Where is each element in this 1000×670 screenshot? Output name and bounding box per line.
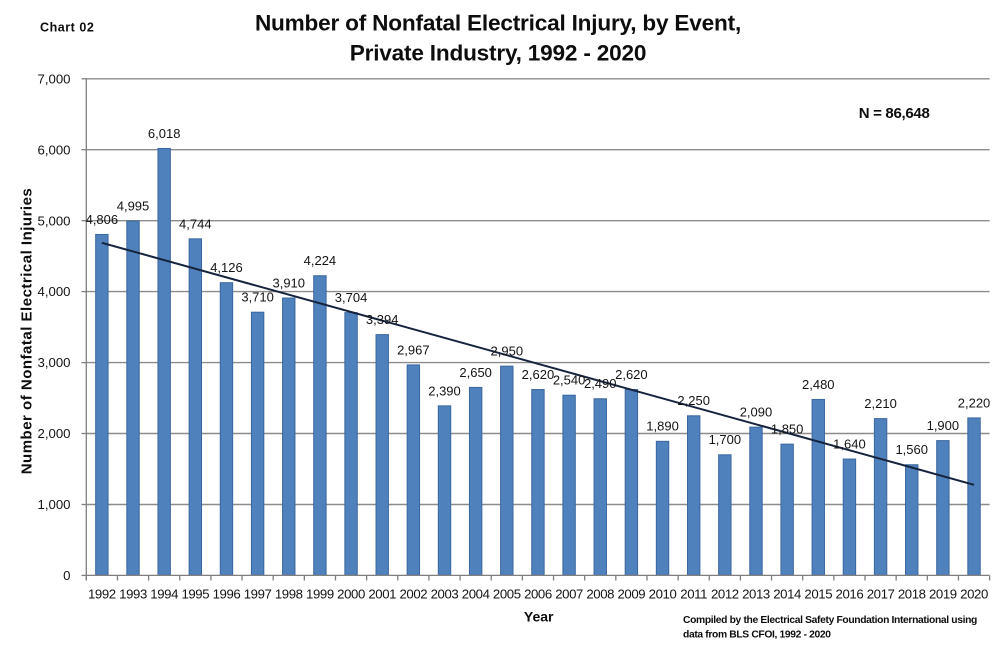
svg-text:6,000: 6,000 [37, 142, 70, 157]
svg-text:2011: 2011 [680, 587, 707, 602]
svg-text:3,910: 3,910 [272, 275, 305, 290]
svg-text:2000: 2000 [337, 587, 365, 602]
svg-text:1999: 1999 [306, 587, 334, 602]
svg-text:2007: 2007 [555, 587, 583, 602]
svg-text:2003: 2003 [431, 587, 459, 602]
svg-text:2,000: 2,000 [37, 426, 70, 441]
svg-text:7,000: 7,000 [37, 71, 70, 86]
svg-text:2004: 2004 [462, 587, 490, 602]
svg-text:2009: 2009 [618, 587, 646, 602]
svg-text:2,620: 2,620 [615, 367, 648, 382]
svg-text:2015: 2015 [804, 587, 832, 602]
svg-text:1,850: 1,850 [771, 422, 804, 437]
svg-text:data from BLS CFOI, 1992 - 202: data from BLS CFOI, 1992 - 2020 [683, 630, 831, 641]
svg-text:2005: 2005 [493, 587, 521, 602]
svg-text:2,490: 2,490 [584, 376, 617, 391]
svg-text:2018: 2018 [898, 587, 926, 602]
svg-text:2,090: 2,090 [740, 405, 773, 420]
svg-text:1,640: 1,640 [833, 436, 866, 451]
svg-text:4,126: 4,126 [210, 260, 243, 275]
svg-text:2014: 2014 [773, 587, 801, 602]
svg-text:Year: Year [524, 609, 554, 625]
svg-text:N = 86,648: N = 86,648 [859, 105, 930, 122]
svg-text:1,000: 1,000 [37, 497, 70, 512]
svg-text:5,000: 5,000 [37, 213, 70, 228]
svg-text:2016: 2016 [836, 587, 864, 602]
svg-text:2,480: 2,480 [802, 377, 835, 392]
svg-text:4,806: 4,806 [86, 212, 119, 227]
svg-text:2017: 2017 [867, 587, 895, 602]
svg-text:4,995: 4,995 [117, 198, 150, 213]
svg-text:2010: 2010 [649, 587, 677, 602]
svg-text:3,704: 3,704 [335, 290, 368, 305]
svg-text:1,890: 1,890 [646, 419, 679, 434]
svg-text:1,700: 1,700 [709, 432, 742, 447]
svg-text:2,220: 2,220 [958, 395, 991, 410]
svg-text:1993: 1993 [119, 587, 147, 602]
svg-text:3,000: 3,000 [37, 355, 70, 370]
svg-text:1995: 1995 [181, 587, 209, 602]
svg-text:1998: 1998 [275, 587, 303, 602]
svg-text:4,744: 4,744 [179, 216, 212, 231]
svg-text:2,540: 2,540 [553, 373, 586, 388]
svg-text:2,650: 2,650 [459, 365, 492, 380]
svg-text:2008: 2008 [586, 587, 614, 602]
svg-text:1,900: 1,900 [927, 418, 960, 433]
svg-text:4,224: 4,224 [304, 253, 337, 268]
svg-text:Number of Nonfatal Electrical: Number of Nonfatal Electrical Injury, by… [255, 10, 741, 35]
svg-text:1996: 1996 [213, 587, 241, 602]
svg-text:2,950: 2,950 [491, 344, 524, 359]
svg-text:6,018: 6,018 [148, 126, 181, 141]
svg-text:2,390: 2,390 [428, 383, 461, 398]
svg-text:3,710: 3,710 [241, 290, 274, 305]
svg-text:3,394: 3,394 [366, 312, 399, 327]
svg-text:4,000: 4,000 [37, 284, 70, 299]
svg-text:2020: 2020 [960, 587, 988, 602]
svg-text:2002: 2002 [399, 587, 427, 602]
svg-text:Number of Nonfatal Electrical: Number of Nonfatal Electrical Injuries [19, 188, 36, 475]
svg-text:Compiled by the Electrical Saf: Compiled by the Electrical Safety Founda… [683, 615, 977, 626]
svg-text:Private Industry, 1992 - 2020: Private Industry, 1992 - 2020 [350, 40, 646, 65]
svg-text:2019: 2019 [929, 587, 957, 602]
svg-text:2012: 2012 [711, 587, 739, 602]
svg-text:1997: 1997 [244, 587, 272, 602]
svg-text:2006: 2006 [524, 587, 552, 602]
svg-text:Chart 02: Chart 02 [40, 21, 94, 35]
svg-text:2013: 2013 [742, 587, 770, 602]
svg-text:2,210: 2,210 [864, 396, 897, 411]
svg-text:0: 0 [63, 568, 70, 583]
svg-text:1,560: 1,560 [895, 442, 928, 457]
svg-text:2,250: 2,250 [677, 393, 710, 408]
svg-text:1992: 1992 [88, 587, 116, 602]
svg-text:2,620: 2,620 [522, 367, 555, 382]
svg-text:2001: 2001 [368, 587, 396, 602]
svg-text:2,967: 2,967 [397, 342, 430, 357]
svg-text:1994: 1994 [150, 587, 178, 602]
